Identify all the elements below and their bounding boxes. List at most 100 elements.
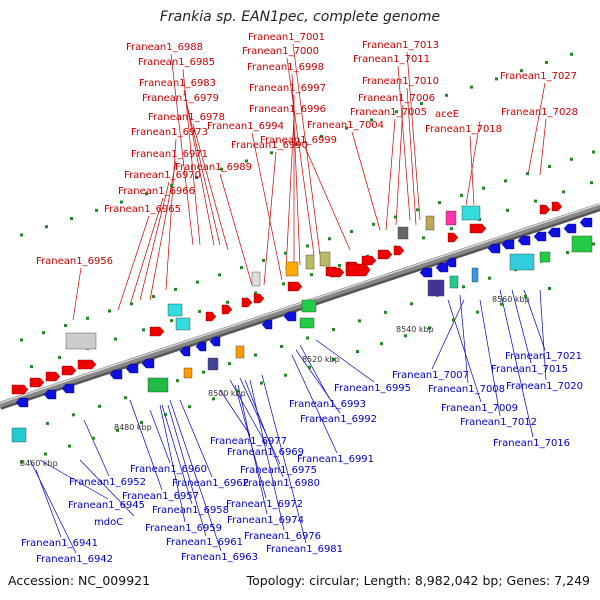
forward-gene-label: Franean1_6966 — [118, 186, 195, 197]
reverse-gene-label: Franean1_6993 — [289, 399, 366, 410]
forward-leader-line — [292, 43, 321, 256]
tick-mark — [196, 280, 199, 284]
reverse-gene-arrow — [43, 389, 57, 400]
blue-feature-box — [471, 267, 479, 283]
forward-leader-line — [117, 215, 150, 311]
tick-mark — [504, 179, 507, 183]
forward-gene-label: Franean1_6996 — [249, 104, 326, 115]
tick-mark — [95, 208, 98, 212]
tick-mark — [130, 302, 133, 306]
tick-mark — [280, 345, 283, 349]
reverse-gene-arrow — [445, 257, 457, 268]
tick-mark — [170, 319, 173, 323]
leader-lines — [29, 43, 547, 554]
forward-gene-arrow — [45, 371, 61, 382]
gene-glyphs — [11, 201, 593, 443]
forward-gene-arrow — [241, 297, 253, 308]
forward-leader-line — [72, 267, 82, 321]
cyan-feature-box — [167, 303, 183, 317]
forward-leader-line — [149, 160, 177, 301]
tick-mark — [152, 295, 155, 299]
forward-gene-label: Franean1_6990 — [231, 140, 308, 151]
tick-mark — [482, 186, 485, 190]
forward-gene-label: Franean1_7001 — [248, 32, 325, 43]
reverse-gene-arrow — [61, 383, 75, 394]
forward-gene-arrow — [221, 304, 233, 315]
tick-mark — [356, 350, 359, 354]
tick-mark — [462, 285, 465, 289]
reverse-gene-label: Franean1_6980 — [243, 478, 320, 489]
reverse-gene-label: Franean1_6945 — [68, 500, 145, 511]
forward-gene-arrow — [325, 266, 341, 277]
tick-mark — [370, 118, 373, 122]
reverse-gene-label: Franean1_6991 — [297, 454, 374, 465]
reverse-leader-line — [523, 289, 546, 351]
scale-label: 8520 kbp — [302, 355, 340, 364]
tick-mark — [114, 337, 117, 341]
tick-mark — [284, 251, 287, 255]
tick-mark — [460, 193, 463, 197]
accession-text: Accession: NC_009921 — [8, 573, 151, 588]
reverse-gene-label: Franean1_6963 — [181, 552, 258, 563]
reverse-gene-label: Franean1_6981 — [266, 544, 343, 555]
reverse-gene-label: Franean1_6958 — [152, 505, 229, 516]
tick-mark — [260, 381, 263, 385]
tick-mark — [562, 190, 565, 194]
reverse-gene-label: Franean1_7016 — [493, 438, 570, 449]
reverse-gene-arrow — [533, 231, 547, 242]
tick-mark — [506, 208, 509, 212]
reverse-leader-line — [83, 419, 110, 477]
reverse-leader-line — [479, 299, 501, 417]
tick-mark — [410, 302, 413, 306]
tick-mark — [58, 355, 61, 359]
reverse-gene-arrow — [283, 311, 297, 322]
tick-mark — [236, 389, 239, 393]
reverse-leader-line — [149, 409, 171, 464]
tick-mark — [145, 192, 148, 196]
forward-leader-line — [395, 104, 404, 226]
green-feature-box — [147, 377, 169, 393]
reverse-gene-label: Franean1_6961 — [166, 537, 243, 548]
tick-mark — [98, 404, 101, 408]
forward-gene-label: Franean1_7013 — [362, 40, 439, 51]
green-feature-box — [299, 317, 315, 329]
reverse-gene-label: Franean1_6976 — [244, 531, 321, 542]
reverse-leader-line — [167, 404, 207, 537]
forward-gene-label: Franean1_6989 — [175, 162, 252, 173]
forward-gene-arrow — [393, 245, 405, 256]
forward-gene-label: Franean1_6999 — [260, 135, 337, 146]
tick-mark — [345, 126, 348, 130]
tick-mark — [384, 310, 387, 314]
green-feature-box — [301, 299, 317, 313]
reverse-leader-line — [315, 339, 375, 383]
forward-gene-arrow — [377, 249, 393, 260]
forward-leader-line — [129, 197, 164, 306]
tick-mark — [404, 334, 407, 338]
tick-mark — [198, 309, 201, 313]
reverse-gene-arrow — [517, 235, 531, 246]
forward-leader-line — [539, 118, 547, 176]
tick-mark — [332, 327, 335, 331]
tick-mark — [590, 181, 593, 185]
forward-gene-arrow — [149, 326, 165, 337]
tick-mark — [282, 282, 285, 286]
tick-mark — [220, 167, 223, 171]
tick-mark — [526, 172, 529, 176]
forward-leader-line — [285, 115, 295, 271]
forward-gene-label: Franean1_6998 — [247, 62, 324, 73]
tick-mark — [295, 143, 298, 147]
forward-gene-label: Franean1_7010 — [362, 76, 439, 87]
forward-leader-line — [406, 87, 417, 226]
reverse-gene-arrow — [209, 336, 221, 347]
tick-mark — [116, 428, 119, 432]
forward-leader-line — [291, 73, 301, 266]
reverse-gene-arrow — [15, 397, 29, 408]
reverse-gene-label: Franean1_6995 — [334, 383, 411, 394]
forward-gene-label: Franean1_6994 — [207, 121, 284, 132]
tick-mark — [44, 452, 47, 456]
cyan-feature-box — [175, 317, 191, 331]
tick-mark — [350, 230, 353, 234]
reverse-gene-arrow — [109, 369, 123, 380]
tick-mark — [262, 258, 265, 262]
